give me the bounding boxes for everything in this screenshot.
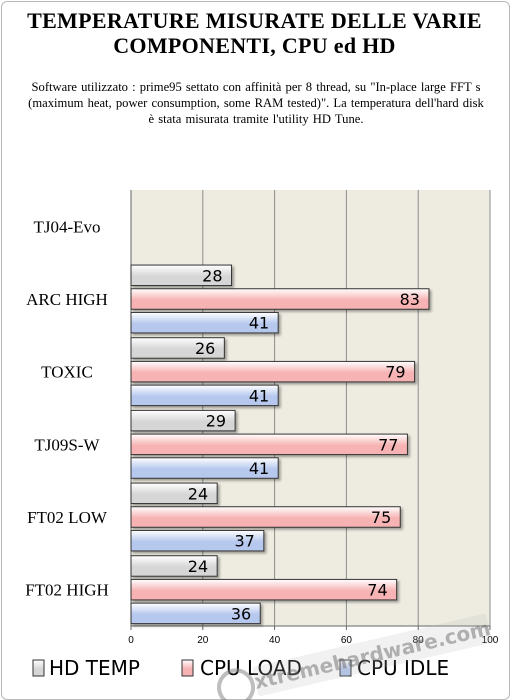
bar-cpu-load [130, 360, 416, 383]
bar-cpu-load [130, 433, 408, 456]
bar-hd-temp [130, 264, 233, 287]
data-label: 79 [385, 363, 405, 382]
category-label: TJ09S-W [34, 435, 100, 454]
x-tick-label: 40 [269, 635, 281, 646]
bar-cpu-idle [130, 602, 261, 625]
data-label: 77 [378, 435, 398, 454]
chart-subtitle: Software utilizzato : prime95 settato co… [28, 80, 484, 126]
legend-swatch [181, 659, 194, 677]
plot-area [131, 190, 490, 626]
x-tick-label: 100 [482, 635, 499, 646]
bar-cpu-idle [130, 529, 265, 552]
bar-cpu-load [130, 578, 398, 601]
data-label: 28 [202, 266, 222, 285]
data-label: 41 [249, 459, 269, 478]
data-label: 75 [371, 508, 391, 527]
bar-cpu-load [130, 288, 430, 310]
data-label: 74 [367, 581, 387, 600]
category-label: ARC HIGH [26, 290, 108, 309]
category-label: FT02 LOW [27, 508, 108, 527]
x-tick-label: 80 [413, 635, 425, 646]
watermark-band [252, 613, 492, 696]
data-label: 83 [400, 290, 420, 309]
data-label: 37 [234, 532, 254, 551]
watermark-text: xtremehardware.com [252, 616, 493, 694]
x-tick-label: 0 [128, 635, 134, 646]
legend-swatch [32, 659, 45, 677]
bar-hd-temp [130, 482, 218, 505]
x-tick-label: 60 [341, 635, 353, 646]
category-label: TJ04-Evo [33, 217, 100, 236]
data-label: 41 [249, 386, 269, 405]
data-label: 24 [188, 557, 208, 576]
legend-label: CPU IDLE [357, 656, 449, 680]
data-label: 36 [231, 604, 251, 623]
data-label: 29 [206, 412, 226, 431]
bar-cpu-load [130, 506, 401, 528]
data-label: 26 [195, 339, 215, 358]
legend-swatch [339, 659, 352, 677]
bar-hd-temp [130, 409, 236, 432]
bar-hd-temp [130, 555, 218, 577]
bar-cpu-idle [130, 457, 279, 479]
data-label: 41 [249, 314, 269, 333]
category-label: TOXIC [41, 363, 93, 382]
data-label: 24 [188, 484, 208, 503]
chart-title: TEMPERATURE MISURATE DELLE VARIE COMPONE… [27, 8, 482, 58]
watermark-logo [217, 668, 256, 700]
legend-label: HD TEMP [49, 656, 140, 680]
category-label: FT02 HIGH [25, 581, 109, 600]
bar-cpu-idle [130, 311, 279, 334]
bar-cpu-idle [130, 384, 279, 407]
x-tick-label: 20 [197, 635, 209, 646]
bar-hd-temp [130, 337, 225, 359]
